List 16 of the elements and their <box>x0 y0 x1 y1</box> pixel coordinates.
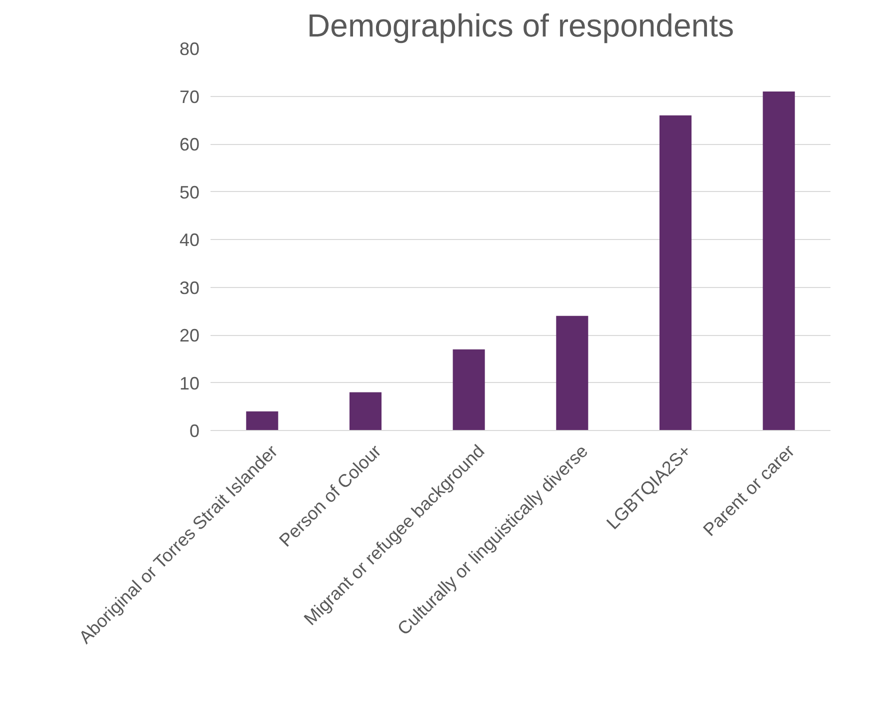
y-tick-label: 30 <box>179 278 200 298</box>
bar <box>349 392 382 430</box>
y-tick-label: 80 <box>179 39 200 59</box>
y-tick-label: 0 <box>189 421 200 441</box>
y-tick-label: 40 <box>179 230 200 250</box>
bar <box>556 316 588 430</box>
y-tick-label: 10 <box>179 373 200 394</box>
bar <box>246 411 278 430</box>
y-tick-label: 50 <box>179 182 200 202</box>
bar <box>452 349 485 430</box>
y-tick-label: 70 <box>179 86 200 107</box>
bar <box>762 91 795 430</box>
y-tick-label: 20 <box>179 326 200 346</box>
chart-title: Demographics of respondents <box>307 8 734 44</box>
bar <box>659 115 692 430</box>
y-tick-label: 60 <box>179 134 200 154</box>
